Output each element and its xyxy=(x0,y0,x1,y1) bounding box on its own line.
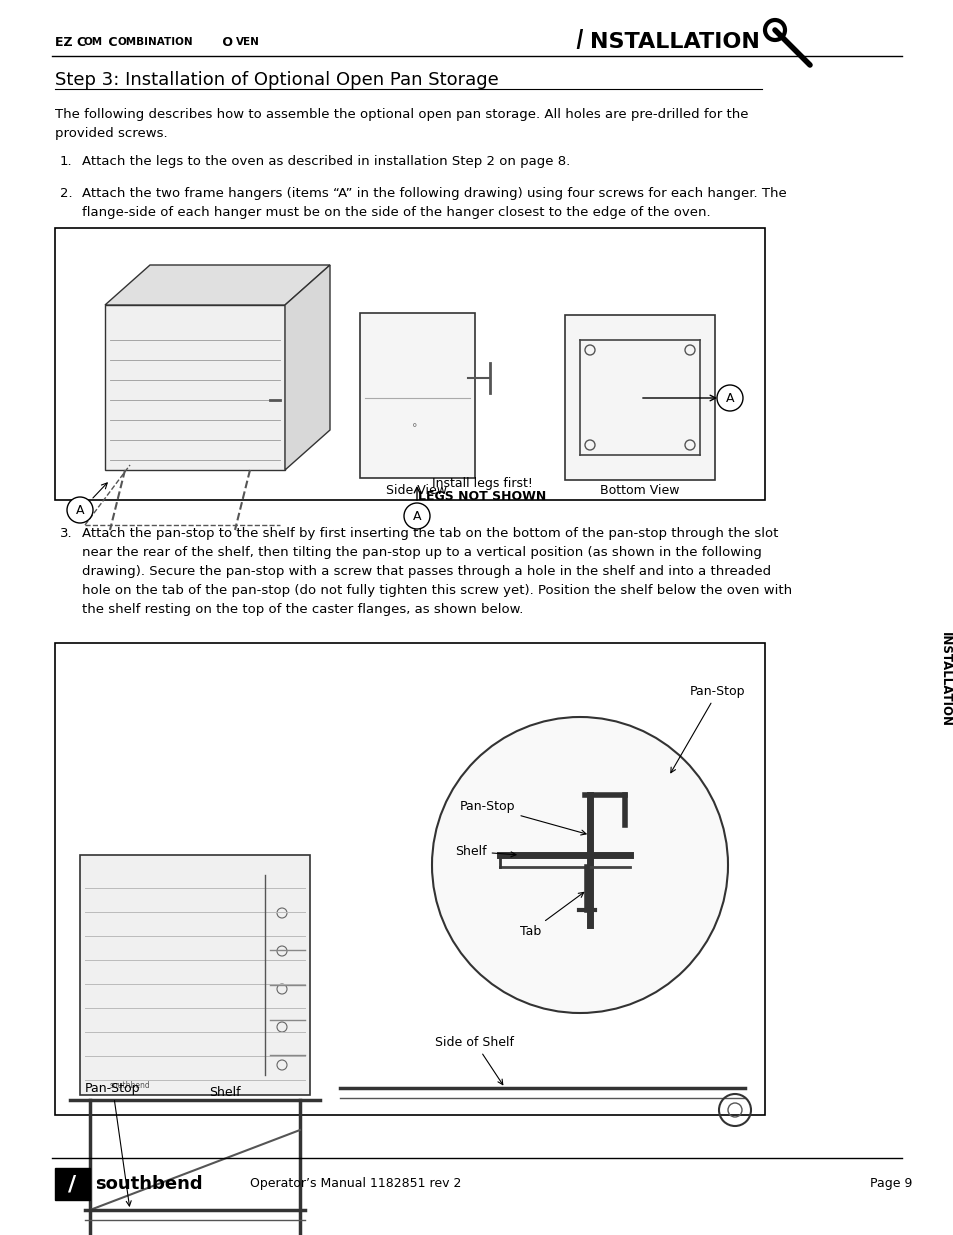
Bar xyxy=(80,855,310,1095)
Text: O: O xyxy=(218,36,233,48)
Circle shape xyxy=(403,503,430,529)
Bar xyxy=(359,312,475,478)
Text: LEGS NOT SHOWN: LEGS NOT SHOWN xyxy=(417,490,545,504)
Text: Pan-Stop: Pan-Stop xyxy=(459,800,585,835)
Text: Pan-Stop: Pan-Stop xyxy=(670,685,744,773)
Text: southbend: southbend xyxy=(110,1081,151,1089)
Text: Attach the pan-stop to the shelf by first inserting the tab on the bottom of the: Attach the pan-stop to the shelf by firs… xyxy=(82,527,791,616)
Text: Shelf: Shelf xyxy=(455,845,516,858)
Text: Page 9: Page 9 xyxy=(869,1177,911,1191)
Text: /: / xyxy=(69,1174,76,1194)
Polygon shape xyxy=(105,305,285,471)
Bar xyxy=(55,1168,90,1200)
Text: Tab: Tab xyxy=(519,893,583,939)
Text: A: A xyxy=(413,510,421,522)
Text: Side of Shelf: Side of Shelf xyxy=(435,1036,514,1084)
Polygon shape xyxy=(285,266,330,471)
Text: Operator’s Manual 1182851 rev 2: Operator’s Manual 1182851 rev 2 xyxy=(250,1177,461,1191)
Text: 3.: 3. xyxy=(60,527,72,540)
Text: A: A xyxy=(75,504,84,516)
Circle shape xyxy=(432,718,727,1013)
Bar xyxy=(55,228,764,500)
Text: A: A xyxy=(725,391,734,405)
Text: OM: OM xyxy=(84,37,103,47)
Text: Install legs first!: Install legs first! xyxy=(431,478,532,490)
Text: INSTALLATION: INSTALLATION xyxy=(938,632,950,727)
Bar xyxy=(564,315,714,480)
Text: Shelf: Shelf xyxy=(209,1087,240,1099)
Text: EZ C: EZ C xyxy=(55,36,86,48)
Text: Bottom View: Bottom View xyxy=(599,483,679,496)
Text: OMBINATION: OMBINATION xyxy=(118,37,193,47)
Text: NSTALLATION: NSTALLATION xyxy=(589,32,760,52)
Text: Side View: Side View xyxy=(386,483,447,496)
Text: The following describes how to assemble the optional open pan storage. All holes: The following describes how to assemble … xyxy=(55,107,748,140)
Polygon shape xyxy=(105,266,330,305)
Bar xyxy=(55,643,764,1115)
Text: I: I xyxy=(575,28,582,56)
Text: VEN: VEN xyxy=(235,37,259,47)
Text: C: C xyxy=(104,36,117,48)
Text: 2.: 2. xyxy=(60,186,72,200)
Text: °: ° xyxy=(412,424,417,433)
Text: southbend: southbend xyxy=(95,1174,202,1193)
Circle shape xyxy=(717,385,742,411)
Text: Pan-Stop: Pan-Stop xyxy=(85,1082,140,1207)
Text: 1.: 1. xyxy=(60,156,72,168)
Text: Attach the legs to the oven as described in installation Step 2 on page 8.: Attach the legs to the oven as described… xyxy=(82,156,570,168)
Text: Step 3: Installation of Optional Open Pan Storage: Step 3: Installation of Optional Open Pa… xyxy=(55,70,498,89)
Text: Attach the two frame hangers (items “A” in the following drawing) using four scr: Attach the two frame hangers (items “A” … xyxy=(82,186,786,219)
Circle shape xyxy=(67,496,92,522)
